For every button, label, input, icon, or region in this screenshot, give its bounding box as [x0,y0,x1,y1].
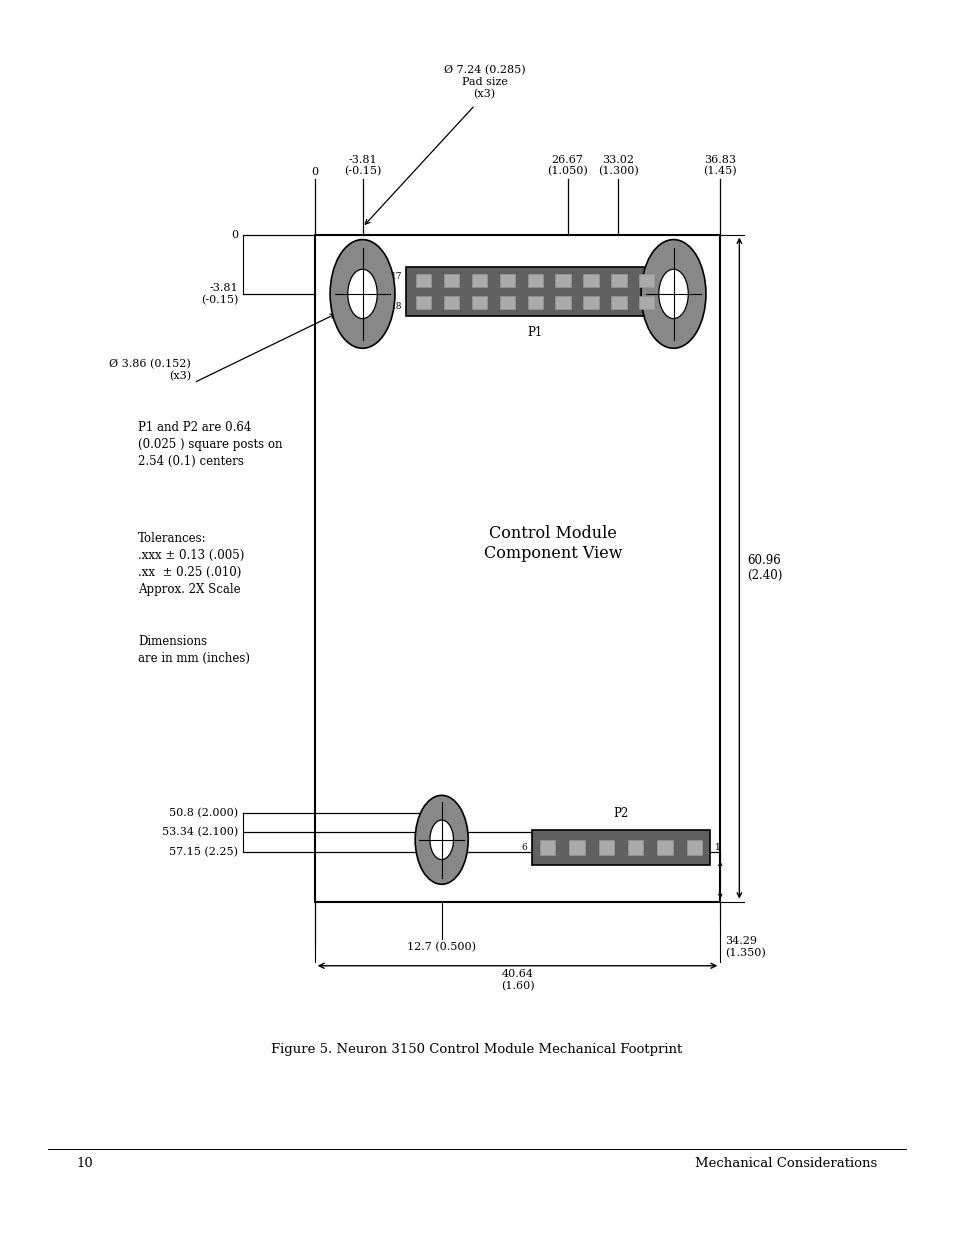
Bar [416,274,431,287]
Text: -3.81
(-0.15): -3.81 (-0.15) [201,283,238,305]
Text: 17: 17 [391,272,402,282]
Text: 40.64
(1.60): 40.64 (1.60) [500,969,534,992]
Bar [406,267,663,316]
Text: 26.67
(1.050): 26.67 (1.050) [547,154,587,177]
Bar [611,274,626,287]
Text: 33.02
(1.300): 33.02 (1.300) [598,154,638,177]
Text: 50.8 (2.000): 50.8 (2.000) [170,808,238,818]
Bar [471,296,487,309]
Text: 6: 6 [521,842,527,852]
Text: 0: 0 [311,167,318,177]
Text: Dimensions
are in mm (inches): Dimensions are in mm (inches) [138,635,250,664]
Text: 60.96
(2.40): 60.96 (2.40) [746,555,781,582]
Bar [314,235,720,902]
Bar [686,840,701,855]
Bar [527,296,542,309]
Text: 36.83
(1.45): 36.83 (1.45) [702,154,737,177]
Bar [443,296,458,309]
Bar [527,274,542,287]
Text: 18: 18 [391,301,402,311]
Text: 0: 0 [232,230,238,240]
Text: P1 and P2 are 0.64
(0.025 ) square posts on
2.54 (0.1) centers: P1 and P2 are 0.64 (0.025 ) square posts… [138,421,282,468]
Bar [583,274,598,287]
Text: -3.81
(-0.15): -3.81 (-0.15) [343,154,381,177]
Ellipse shape [659,269,687,319]
Bar [598,840,614,855]
Bar [532,830,709,864]
Ellipse shape [640,240,705,348]
Bar [639,274,654,287]
Bar [499,296,515,309]
Ellipse shape [430,820,453,860]
Bar [639,296,654,309]
Bar [583,296,598,309]
Bar [443,274,458,287]
Text: 1: 1 [714,842,720,852]
Text: 12.7 (0.500): 12.7 (0.500) [407,942,476,952]
Text: 53.34 (2.100): 53.34 (2.100) [162,827,238,837]
Bar [627,840,642,855]
Bar [611,296,626,309]
Bar [471,274,487,287]
Bar [539,840,555,855]
Text: Tolerances:
.xxx ± 0.13 (.005)
.xx  ± 0.25 (.010)
Approx. 2X Scale: Tolerances: .xxx ± 0.13 (.005) .xx ± 0.2… [138,532,245,597]
Bar [555,274,570,287]
Text: 57.15 (2.25): 57.15 (2.25) [170,847,238,857]
Bar [499,274,515,287]
Bar [555,296,570,309]
Text: 10: 10 [76,1157,93,1170]
Text: 2: 2 [667,301,673,311]
Text: Ø 3.86 (0.152)
(x3): Ø 3.86 (0.152) (x3) [109,359,191,382]
Text: Control Module
Component View: Control Module Component View [483,525,622,562]
Text: Mechanical Considerations: Mechanical Considerations [695,1157,877,1170]
Text: Figure 5. Neuron 3150 Control Module Mechanical Footprint: Figure 5. Neuron 3150 Control Module Mec… [271,1044,682,1056]
Bar [569,840,584,855]
Ellipse shape [348,269,376,319]
Text: P1: P1 [527,326,542,340]
Bar [416,296,431,309]
Text: Ø 7.24 (0.285)
Pad size
(x3): Ø 7.24 (0.285) Pad size (x3) [443,65,525,99]
Text: 1: 1 [667,272,673,282]
Ellipse shape [330,240,395,348]
Bar [657,840,672,855]
Ellipse shape [415,795,468,884]
Text: P2: P2 [613,806,628,820]
Text: 34.29
(1.350): 34.29 (1.350) [724,936,765,958]
